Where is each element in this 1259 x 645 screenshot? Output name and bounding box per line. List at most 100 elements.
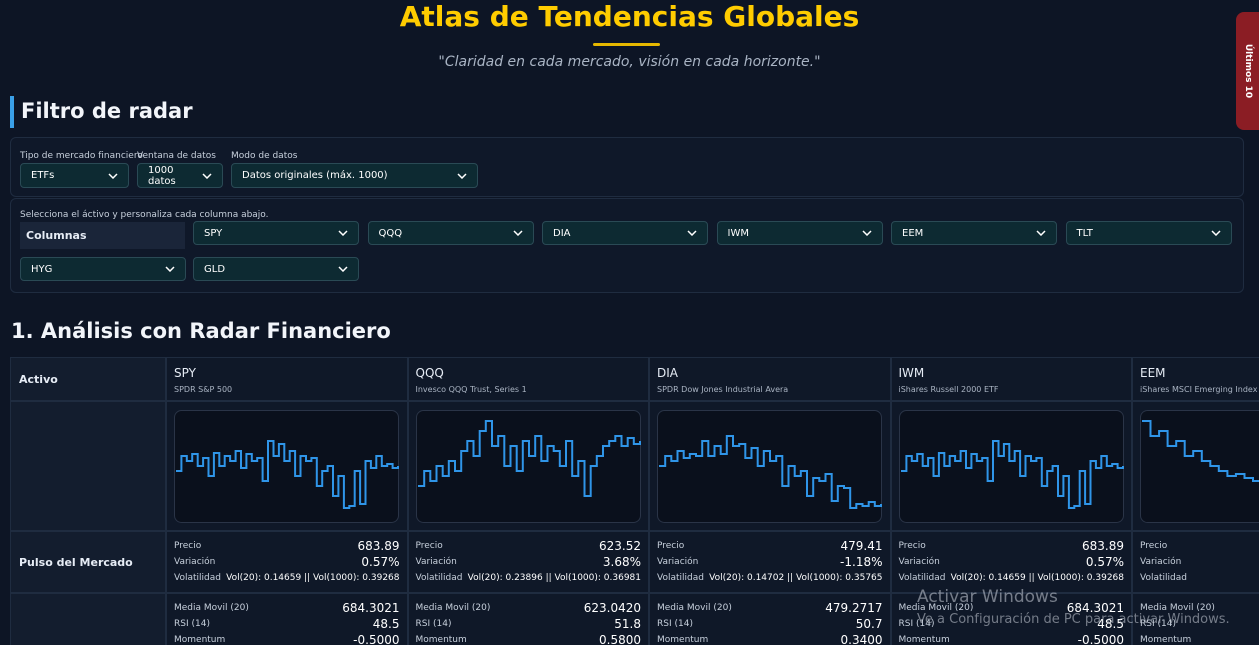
sparkline [659, 435, 882, 509]
chevron [861, 230, 872, 236]
chart-cell [1132, 401, 1259, 531]
metric-row: Volatilidad Vol(20): 0.23896 || Vol(1000)… [416, 570, 642, 586]
asset-name: SPDR S&P 500 [174, 385, 233, 394]
metric-row: Volatilidad Vol(20): 0.14659 || Vol(1000)… [174, 570, 400, 586]
dropdown-value: Datos originales (máx. 1000) [242, 170, 388, 181]
metric-label: Momentum [415, 635, 467, 645]
asset-header: EEM iShares MSCI Emerging Index Fu [1132, 357, 1259, 401]
chart-cell [166, 401, 408, 531]
ticker: IWM [898, 366, 925, 380]
metric-value: -0.5000 [353, 633, 400, 645]
chevron [338, 266, 348, 272]
metric-label: Precio [415, 541, 443, 551]
metric-value: 684.3021 [1066, 601, 1124, 615]
analysis-heading: 1. Análisis con Radar Financiero [11, 319, 391, 343]
dropdown[interactable]: QQQ [367, 221, 534, 245]
chevron [687, 230, 697, 236]
field-label: Tipo de mercado financiero [20, 151, 143, 161]
asset-header: DIA SPDR Dow Jones Industrial Avera [649, 357, 891, 401]
metric-value: 0.57% [1085, 555, 1124, 569]
metric-row: Media Movil (20) [1140, 600, 1259, 616]
row-label: Activo [19, 372, 58, 386]
metric-label: Volatilidad [415, 573, 463, 583]
field-label: Modo de datos [231, 151, 298, 161]
metric-label: Variación [1140, 557, 1182, 567]
metric-value: Vol(20): 0.14659 || Vol(1000): 0.39268 [226, 573, 400, 583]
metric-label: Media Movil (20) [898, 603, 974, 613]
metric-label: Media Movil (20) [1140, 603, 1215, 613]
dropdown[interactable]: IWM [716, 221, 883, 245]
metric-value: -1.18% [840, 555, 883, 569]
metric-label: Precio [174, 541, 202, 551]
metric-label: Volatilidad [657, 573, 704, 583]
dropdown[interactable]: ETFs [20, 163, 129, 188]
dropdown[interactable]: 1000 datos [137, 163, 223, 188]
metric-label: Precio [898, 541, 926, 551]
metric-label: Variación [174, 557, 216, 567]
sparkline [417, 420, 641, 497]
sparkline-chart [174, 410, 399, 523]
metric-label: Momentum [1140, 635, 1192, 645]
sparkline-frame [657, 410, 882, 523]
dropdown[interactable]: SPY [193, 221, 359, 245]
metric-value: -0.5000 [1077, 633, 1124, 645]
asset-header: SPY SPDR S&P 500 [166, 357, 408, 401]
title: Atlas de Tendencias Globales [399, 0, 860, 33]
dropdown-value: 1000 datos [148, 164, 176, 187]
metric-label: RSI (14) [415, 619, 452, 629]
metric-value: 51.8 [614, 617, 641, 631]
dropdown-value: ETFs [31, 170, 55, 181]
metrics-cell: Precio 623.52 Variación 3.68% Volatilidad Vol… [407, 531, 649, 593]
metric-row: Media Movil (20) 684.3021 [174, 600, 400, 616]
metric-label: Momentum [657, 635, 709, 645]
metric-row: Media Movil (20) 623.0420 [416, 600, 642, 616]
metric-row: Variación [1140, 554, 1259, 570]
dropdown-value: QQQ [378, 227, 403, 239]
dropdown[interactable]: GLD [193, 257, 359, 281]
metric-value: 623.52 [599, 539, 641, 553]
metric-row: Variación 3.68% [416, 554, 642, 570]
metric-value: 48.5 [372, 617, 400, 631]
analysis-table: Activo Pulso del Mercado SPY SPDR S&P 500 Pr… [10, 357, 1259, 645]
chevron [165, 266, 175, 272]
metric-value: 0.3400 [840, 633, 883, 645]
asset-name: Invesco QQQ Trust, Series 1 [415, 385, 527, 394]
metric-value: 0.57% [361, 555, 400, 569]
metric-label: Media Movil (20) [415, 603, 491, 613]
dropdown-value: IWM [727, 227, 749, 239]
metric-label: Variación [415, 557, 457, 567]
watermark-title: Activar Windows [917, 587, 1058, 607]
dropdown[interactable]: DIA [542, 221, 708, 245]
ticker: QQQ [415, 366, 444, 380]
side-tab-label: Últimos 10 [1243, 43, 1253, 99]
ticker: DIA [657, 366, 678, 380]
ticker: EEM [1140, 366, 1166, 380]
asset-header: IWM iShares Russell 2000 ETF [890, 357, 1132, 401]
metric-label: Media Movil (20) [174, 603, 249, 613]
metric-row: Momentum 0.5800 [416, 632, 642, 645]
dropdown-value: HYG [31, 263, 53, 275]
dropdown[interactable]: HYG [20, 257, 186, 281]
metrics-cell: Media Movil (20) RSI (14) Momentum [1132, 593, 1259, 645]
chevron [1036, 230, 1046, 236]
metric-row: Variación 0.57% [899, 554, 1125, 570]
sparkline-frame [415, 410, 641, 523]
dropdown-value: GLD [204, 263, 226, 275]
sparkline-chart [1140, 410, 1259, 523]
metric-value: 0.5800 [599, 633, 641, 645]
asset-name: iShares MSCI Emerging Index Fu [1140, 385, 1259, 394]
metric-value: 684.3021 [342, 601, 400, 615]
sparkline-chart [415, 410, 641, 523]
dropdown-value: SPY [204, 227, 223, 239]
filter-heading: Filtro de radar [21, 99, 193, 123]
metric-label: Volatilidad [174, 573, 221, 583]
dropdown[interactable]: EEM [891, 221, 1057, 245]
dropdown[interactable]: TLT [1065, 221, 1232, 245]
chevron [457, 172, 467, 179]
side-tab[interactable]: Últimos 10 [1236, 12, 1259, 130]
metric-value: 623.0420 [583, 601, 641, 615]
sparkline-frame [1140, 410, 1259, 523]
dropdown[interactable]: Datos originales (máx. 1000) [231, 163, 478, 188]
